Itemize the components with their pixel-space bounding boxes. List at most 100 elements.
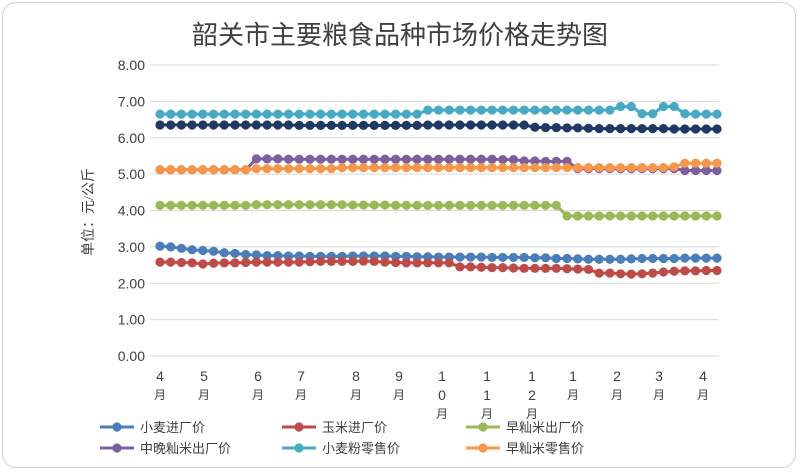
data-point <box>294 164 304 174</box>
data-point <box>626 211 636 221</box>
data-point <box>541 162 551 173</box>
legend-swatch-marker <box>112 422 122 432</box>
legend-swatch-marker <box>478 422 488 432</box>
data-point <box>348 109 358 119</box>
data-point <box>476 252 486 262</box>
data-point <box>712 124 722 134</box>
y-axis-label: 单位：元/公斤 <box>81 168 97 256</box>
data-point <box>712 109 722 119</box>
data-point <box>337 154 347 164</box>
data-point <box>680 165 690 176</box>
series-6 <box>155 158 722 175</box>
data-point <box>530 263 540 273</box>
data-point <box>380 120 390 130</box>
data-point <box>348 162 358 173</box>
data-point <box>658 124 669 134</box>
data-point <box>262 200 272 210</box>
svg-text:月: 月 <box>295 388 307 402</box>
data-point <box>498 120 508 130</box>
data-point <box>573 123 583 133</box>
data-point <box>337 109 347 119</box>
data-point <box>230 258 240 268</box>
data-point <box>583 123 594 133</box>
svg-text:月: 月 <box>611 388 623 402</box>
data-point <box>423 105 433 115</box>
data-point <box>466 120 476 130</box>
svg-text:月: 月 <box>653 388 665 402</box>
data-point <box>701 109 711 119</box>
data-point <box>241 165 251 175</box>
data-point <box>433 162 444 173</box>
data-point <box>348 154 358 164</box>
legend-label: 小麦粉零售价 <box>322 441 400 456</box>
data-point <box>380 154 390 164</box>
data-point <box>283 120 294 130</box>
data-point <box>241 120 251 130</box>
data-point <box>391 162 401 173</box>
data-point <box>487 154 497 164</box>
data-point <box>551 162 561 173</box>
svg-text:2: 2 <box>528 387 536 403</box>
data-point <box>658 253 669 264</box>
data-point <box>283 164 294 174</box>
y-tick-label: 4.00 <box>118 203 145 219</box>
data-point <box>166 120 176 130</box>
data-point <box>658 162 669 173</box>
data-point <box>283 154 294 164</box>
data-point <box>433 200 444 211</box>
data-point <box>680 211 690 221</box>
data-point <box>551 263 561 273</box>
series-5 <box>155 101 722 119</box>
data-point <box>444 154 454 164</box>
y-tick-label: 7.00 <box>118 93 145 109</box>
data-point <box>551 122 561 133</box>
data-point <box>637 109 647 119</box>
data-point <box>391 154 401 164</box>
data-point <box>348 120 358 130</box>
x-tick-label: 1 2 月 <box>526 368 538 421</box>
data-point <box>690 158 701 168</box>
y-tick-label: 2.00 <box>118 275 145 291</box>
data-point <box>508 263 519 273</box>
data-point <box>262 120 272 130</box>
data-point <box>423 120 433 130</box>
data-point <box>669 124 679 134</box>
data-point <box>251 120 262 130</box>
data-point <box>594 211 604 221</box>
data-point <box>466 154 476 164</box>
x-tick-label: 4月 <box>154 368 166 402</box>
data-point <box>230 165 240 175</box>
x-tick-label: 8月 <box>350 368 362 402</box>
data-point <box>498 200 508 211</box>
data-point <box>648 162 658 173</box>
data-point <box>273 120 283 130</box>
data-point <box>166 200 176 211</box>
data-point <box>444 162 454 173</box>
data-point <box>166 165 176 175</box>
data-point <box>455 262 465 272</box>
data-point <box>658 267 669 277</box>
svg-text:月: 月 <box>526 407 538 421</box>
data-point <box>208 165 219 175</box>
data-point <box>466 162 476 173</box>
data-point <box>444 258 454 268</box>
legend-swatch-marker <box>112 443 122 453</box>
data-point <box>433 258 444 268</box>
data-point <box>316 109 326 119</box>
data-point <box>690 211 701 221</box>
data-point <box>208 246 219 256</box>
data-point <box>455 162 465 173</box>
data-point <box>187 165 197 175</box>
data-point <box>294 109 304 119</box>
data-point <box>680 124 690 134</box>
data-point <box>648 109 658 119</box>
svg-text:2: 2 <box>613 368 621 384</box>
legend-item: 中晚籼米出厂价 <box>100 441 231 456</box>
data-point <box>669 162 679 172</box>
svg-text:月: 月 <box>697 388 709 402</box>
data-point <box>187 120 197 130</box>
data-point <box>690 165 701 176</box>
data-point <box>626 254 636 264</box>
data-point <box>423 162 433 173</box>
data-point <box>487 120 497 130</box>
